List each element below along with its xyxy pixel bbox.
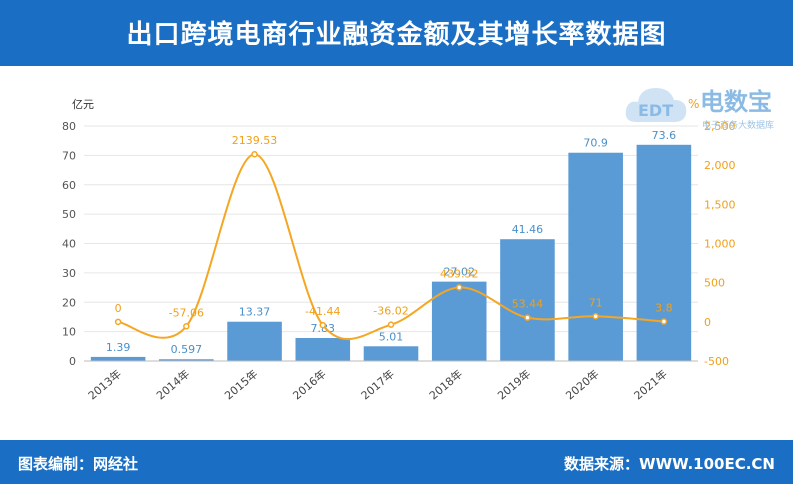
line-point: [114, 318, 122, 326]
line-point: [592, 313, 599, 320]
bar-value-label: 41.46: [512, 223, 544, 236]
x-tick-label: 2019年: [494, 367, 533, 403]
bar-value-label: 13.37: [239, 306, 271, 319]
bar: [363, 346, 419, 361]
bar-value-label: 27.02: [443, 266, 475, 279]
line-value-label: 71: [589, 296, 603, 309]
line-point: [524, 314, 531, 321]
line-point: [455, 284, 463, 291]
y-left-tick-label: 60: [62, 179, 76, 192]
bar-value-label: 0.597: [171, 343, 203, 356]
combo-chart: 0 10 20 30 40 50 60 70 80 -500 0 500 1,000 1,500 2,000…: [62, 97, 736, 403]
y-right-tick-label: 0: [704, 316, 711, 329]
chart-title: 出口跨境电商行业融资金额及其增长率数据图: [126, 20, 667, 50]
watermark-logo-text: 电数宝: [700, 88, 772, 116]
line-value-label: 53.44: [512, 298, 544, 311]
line-value-label: -41.44: [305, 305, 340, 318]
bar: [90, 356, 146, 361]
footer-credit: 图表编制：网经社: [18, 455, 139, 473]
y-left-tick-label: 80: [62, 120, 76, 133]
y-left-tick-label: 50: [62, 208, 76, 221]
chart-header: 出口跨境电商行业融资金额及其增长率数据图: [0, 0, 793, 66]
watermark-badge: EDT: [638, 101, 673, 120]
line-value-label: -57.06: [169, 306, 204, 319]
bar-value-label: 73.6: [652, 129, 677, 142]
line-point: [660, 318, 668, 325]
y-left-tick-label: 20: [62, 296, 76, 309]
line-value-label: 2139.53: [232, 134, 278, 147]
line-value-label: 3.8: [655, 302, 673, 315]
x-tick-label: 2013年: [85, 367, 124, 403]
y-right-tick-label: 1,000: [704, 238, 736, 251]
y-right-tick-label: 2,000: [704, 159, 736, 172]
cloud-icon: [625, 88, 687, 122]
y-left-tick-label: 0: [69, 355, 76, 368]
bar: [500, 239, 555, 361]
bar: [568, 152, 623, 361]
x-tick-label: 2018年: [426, 367, 465, 403]
y-left-tick-label: 30: [62, 267, 76, 280]
bar: [636, 144, 692, 361]
bar-value-label: 70.9: [583, 137, 608, 150]
y-right-unit: %: [688, 97, 699, 111]
x-tick-label: 2021年: [631, 367, 670, 403]
y-left-unit: 亿元: [72, 98, 94, 111]
chart-footer: 图表编制：网经社 数据来源：WWW.100EC.CN: [0, 440, 793, 484]
watermark-logo: EDT 电数宝 电子商务大数据库: [622, 76, 792, 136]
y-right-tick-label: 500: [704, 277, 725, 290]
y-right-tick-label: 2,500: [704, 120, 736, 133]
line-value-label: 0: [115, 302, 122, 315]
bar: [159, 359, 214, 361]
line-point: [251, 150, 258, 158]
line-point: [387, 321, 395, 328]
x-tick-label: 2016年: [290, 367, 329, 403]
y-left-tick-label: 70: [62, 149, 76, 162]
line-point: [183, 323, 190, 330]
bar-value-label: 5.01: [379, 330, 404, 343]
y-left-tick-label: 40: [62, 238, 76, 251]
bar: [295, 337, 351, 361]
line-value-label: -36.02: [373, 305, 408, 318]
y-right-tick-label: -500: [704, 355, 729, 368]
footer-source: 数据来源：WWW.100EC.CN: [564, 455, 775, 473]
line-value-label: 439.32: [440, 267, 479, 280]
bar-value-label: 1.39: [106, 341, 131, 354]
bar: [227, 321, 282, 361]
bar: [431, 281, 487, 361]
x-tick-label: 2015年: [222, 367, 261, 403]
line-point: [319, 321, 327, 329]
y-right-tick-label: 1,500: [704, 198, 736, 211]
x-tick-label: 2017年: [358, 367, 397, 403]
watermark-subtext: 电子商务大数据库: [702, 119, 774, 131]
growth-rate-line: [117, 153, 664, 341]
x-tick-label: 2014年: [153, 367, 192, 403]
y-left-tick-label: 10: [62, 326, 76, 339]
x-tick-label: 2020年: [563, 367, 602, 403]
